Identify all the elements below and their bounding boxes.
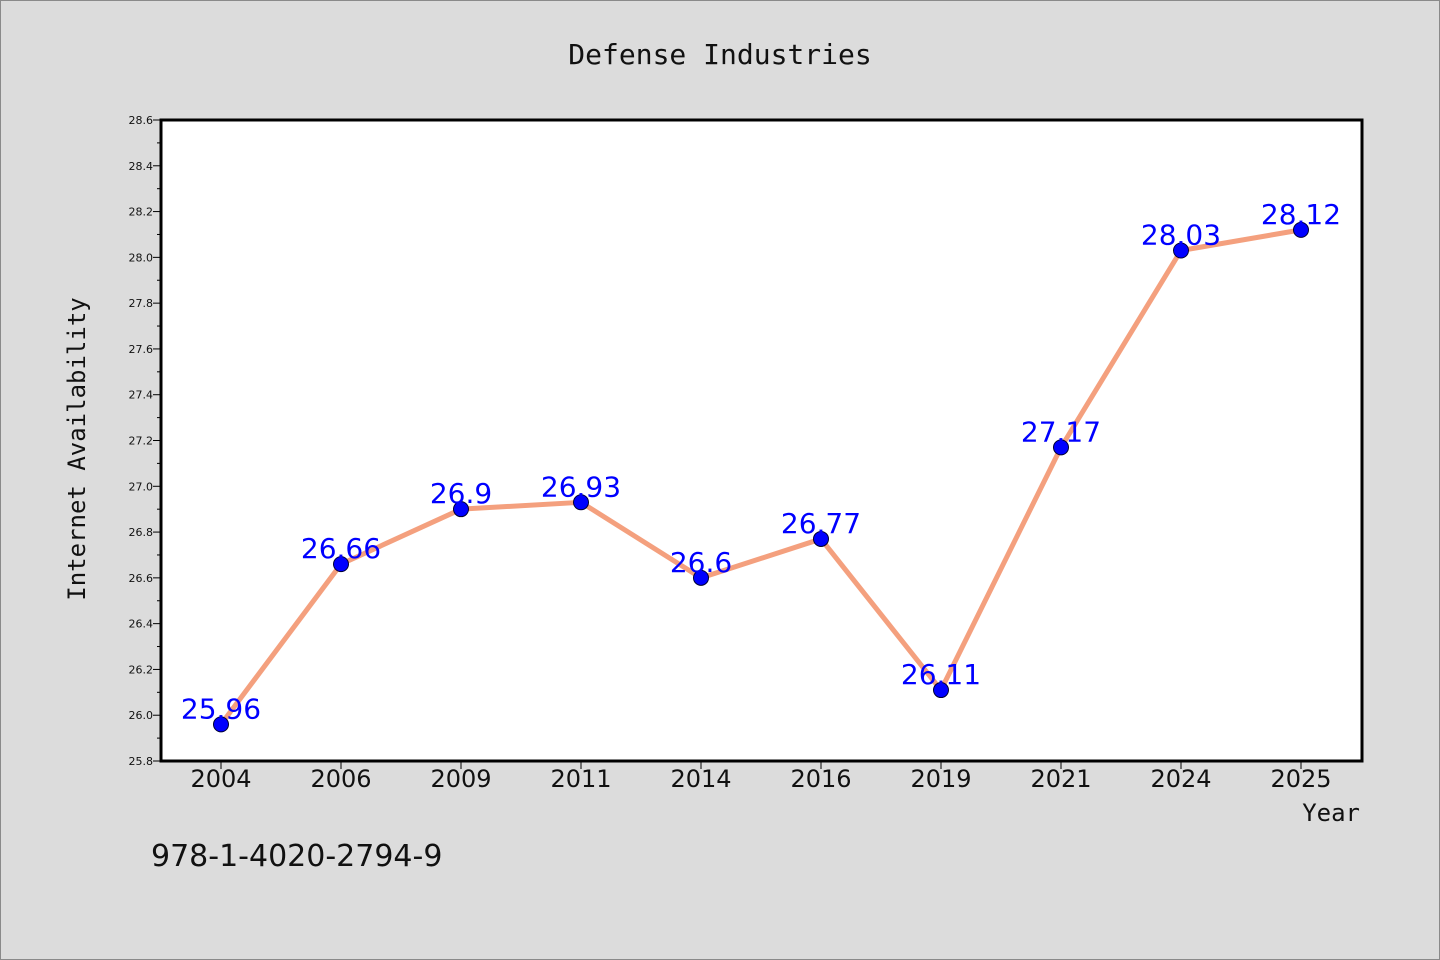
y-tick-label: 27.4 bbox=[129, 389, 154, 402]
data-label: 26.66 bbox=[301, 532, 381, 565]
isbn-annotation: 978-1-4020-2794-9 bbox=[151, 839, 442, 874]
data-label: 26.9 bbox=[430, 477, 492, 510]
series-layer bbox=[213, 221, 1309, 733]
y-tick-label: 28.2 bbox=[129, 206, 154, 219]
data-label: 28.12 bbox=[1261, 198, 1341, 231]
y-tick-label: 27.6 bbox=[129, 343, 154, 356]
data-labels-layer: 25.96 26.66 26.9 26.93 26.6 26.77 26.11 27.17 28… bbox=[181, 198, 1341, 725]
x-tick-label: 2021 bbox=[1030, 765, 1091, 793]
x-tick-label: 2009 bbox=[430, 765, 491, 793]
data-label: 25.96 bbox=[181, 692, 261, 725]
x-axis-title: Year bbox=[1302, 799, 1360, 827]
x-tick-label: 2011 bbox=[550, 765, 611, 793]
data-label: 26.93 bbox=[541, 470, 621, 503]
chart-title: Defense Industries bbox=[568, 38, 871, 71]
y-axis-title: Internet Availability bbox=[63, 297, 91, 600]
series-line bbox=[218, 227, 1304, 727]
y-tick-label: 27.0 bbox=[129, 480, 154, 493]
data-point bbox=[213, 716, 229, 733]
y-tick-label: 28.0 bbox=[129, 251, 154, 264]
y-tick-label: 26.6 bbox=[129, 572, 154, 585]
x-tick-label: 2006 bbox=[310, 765, 371, 793]
data-point bbox=[573, 494, 589, 511]
data-point bbox=[333, 556, 349, 573]
x-axis: 2004 2006 2009 2011 2014 2016 2019 2021 2024 2025 bbox=[190, 761, 1332, 793]
y-tick-label: 25.8 bbox=[129, 755, 154, 768]
data-point bbox=[933, 682, 949, 699]
x-tick-label: 2016 bbox=[790, 765, 851, 793]
plot-area bbox=[159, 118, 1364, 763]
x-tick-label: 2019 bbox=[910, 765, 971, 793]
data-label: 27.17 bbox=[1021, 415, 1101, 448]
y-tick-label: 26.8 bbox=[129, 526, 154, 539]
data-point bbox=[1053, 439, 1069, 456]
y-tick-label: 27.2 bbox=[129, 435, 154, 448]
data-point bbox=[1293, 221, 1309, 238]
y-tick-label: 26.0 bbox=[129, 709, 154, 722]
x-tick-label: 2014 bbox=[670, 765, 731, 793]
y-tick-label: 26.2 bbox=[129, 663, 154, 676]
y-tick-label: 28.4 bbox=[129, 160, 154, 173]
y-tick-label: 28.6 bbox=[129, 114, 154, 127]
data-point bbox=[813, 530, 829, 547]
x-tick-label: 2004 bbox=[190, 765, 251, 793]
data-point bbox=[693, 569, 709, 586]
x-tick-label: 2025 bbox=[1270, 765, 1331, 793]
y-tick-label: 26.4 bbox=[129, 618, 154, 631]
y-axis: 25.8 26.0 26.2 26.4 26.6 26.8 27.0 27.2 27.4 27.6… bbox=[129, 114, 161, 768]
data-label: 26.11 bbox=[901, 658, 981, 691]
data-point bbox=[1173, 242, 1189, 259]
data-point bbox=[453, 501, 469, 518]
data-label: 26.77 bbox=[781, 507, 861, 540]
y-tick-label: 27.8 bbox=[129, 297, 154, 310]
x-tick-label: 2024 bbox=[1150, 765, 1211, 793]
data-label: 26.6 bbox=[670, 546, 732, 579]
data-label: 28.03 bbox=[1141, 218, 1221, 251]
